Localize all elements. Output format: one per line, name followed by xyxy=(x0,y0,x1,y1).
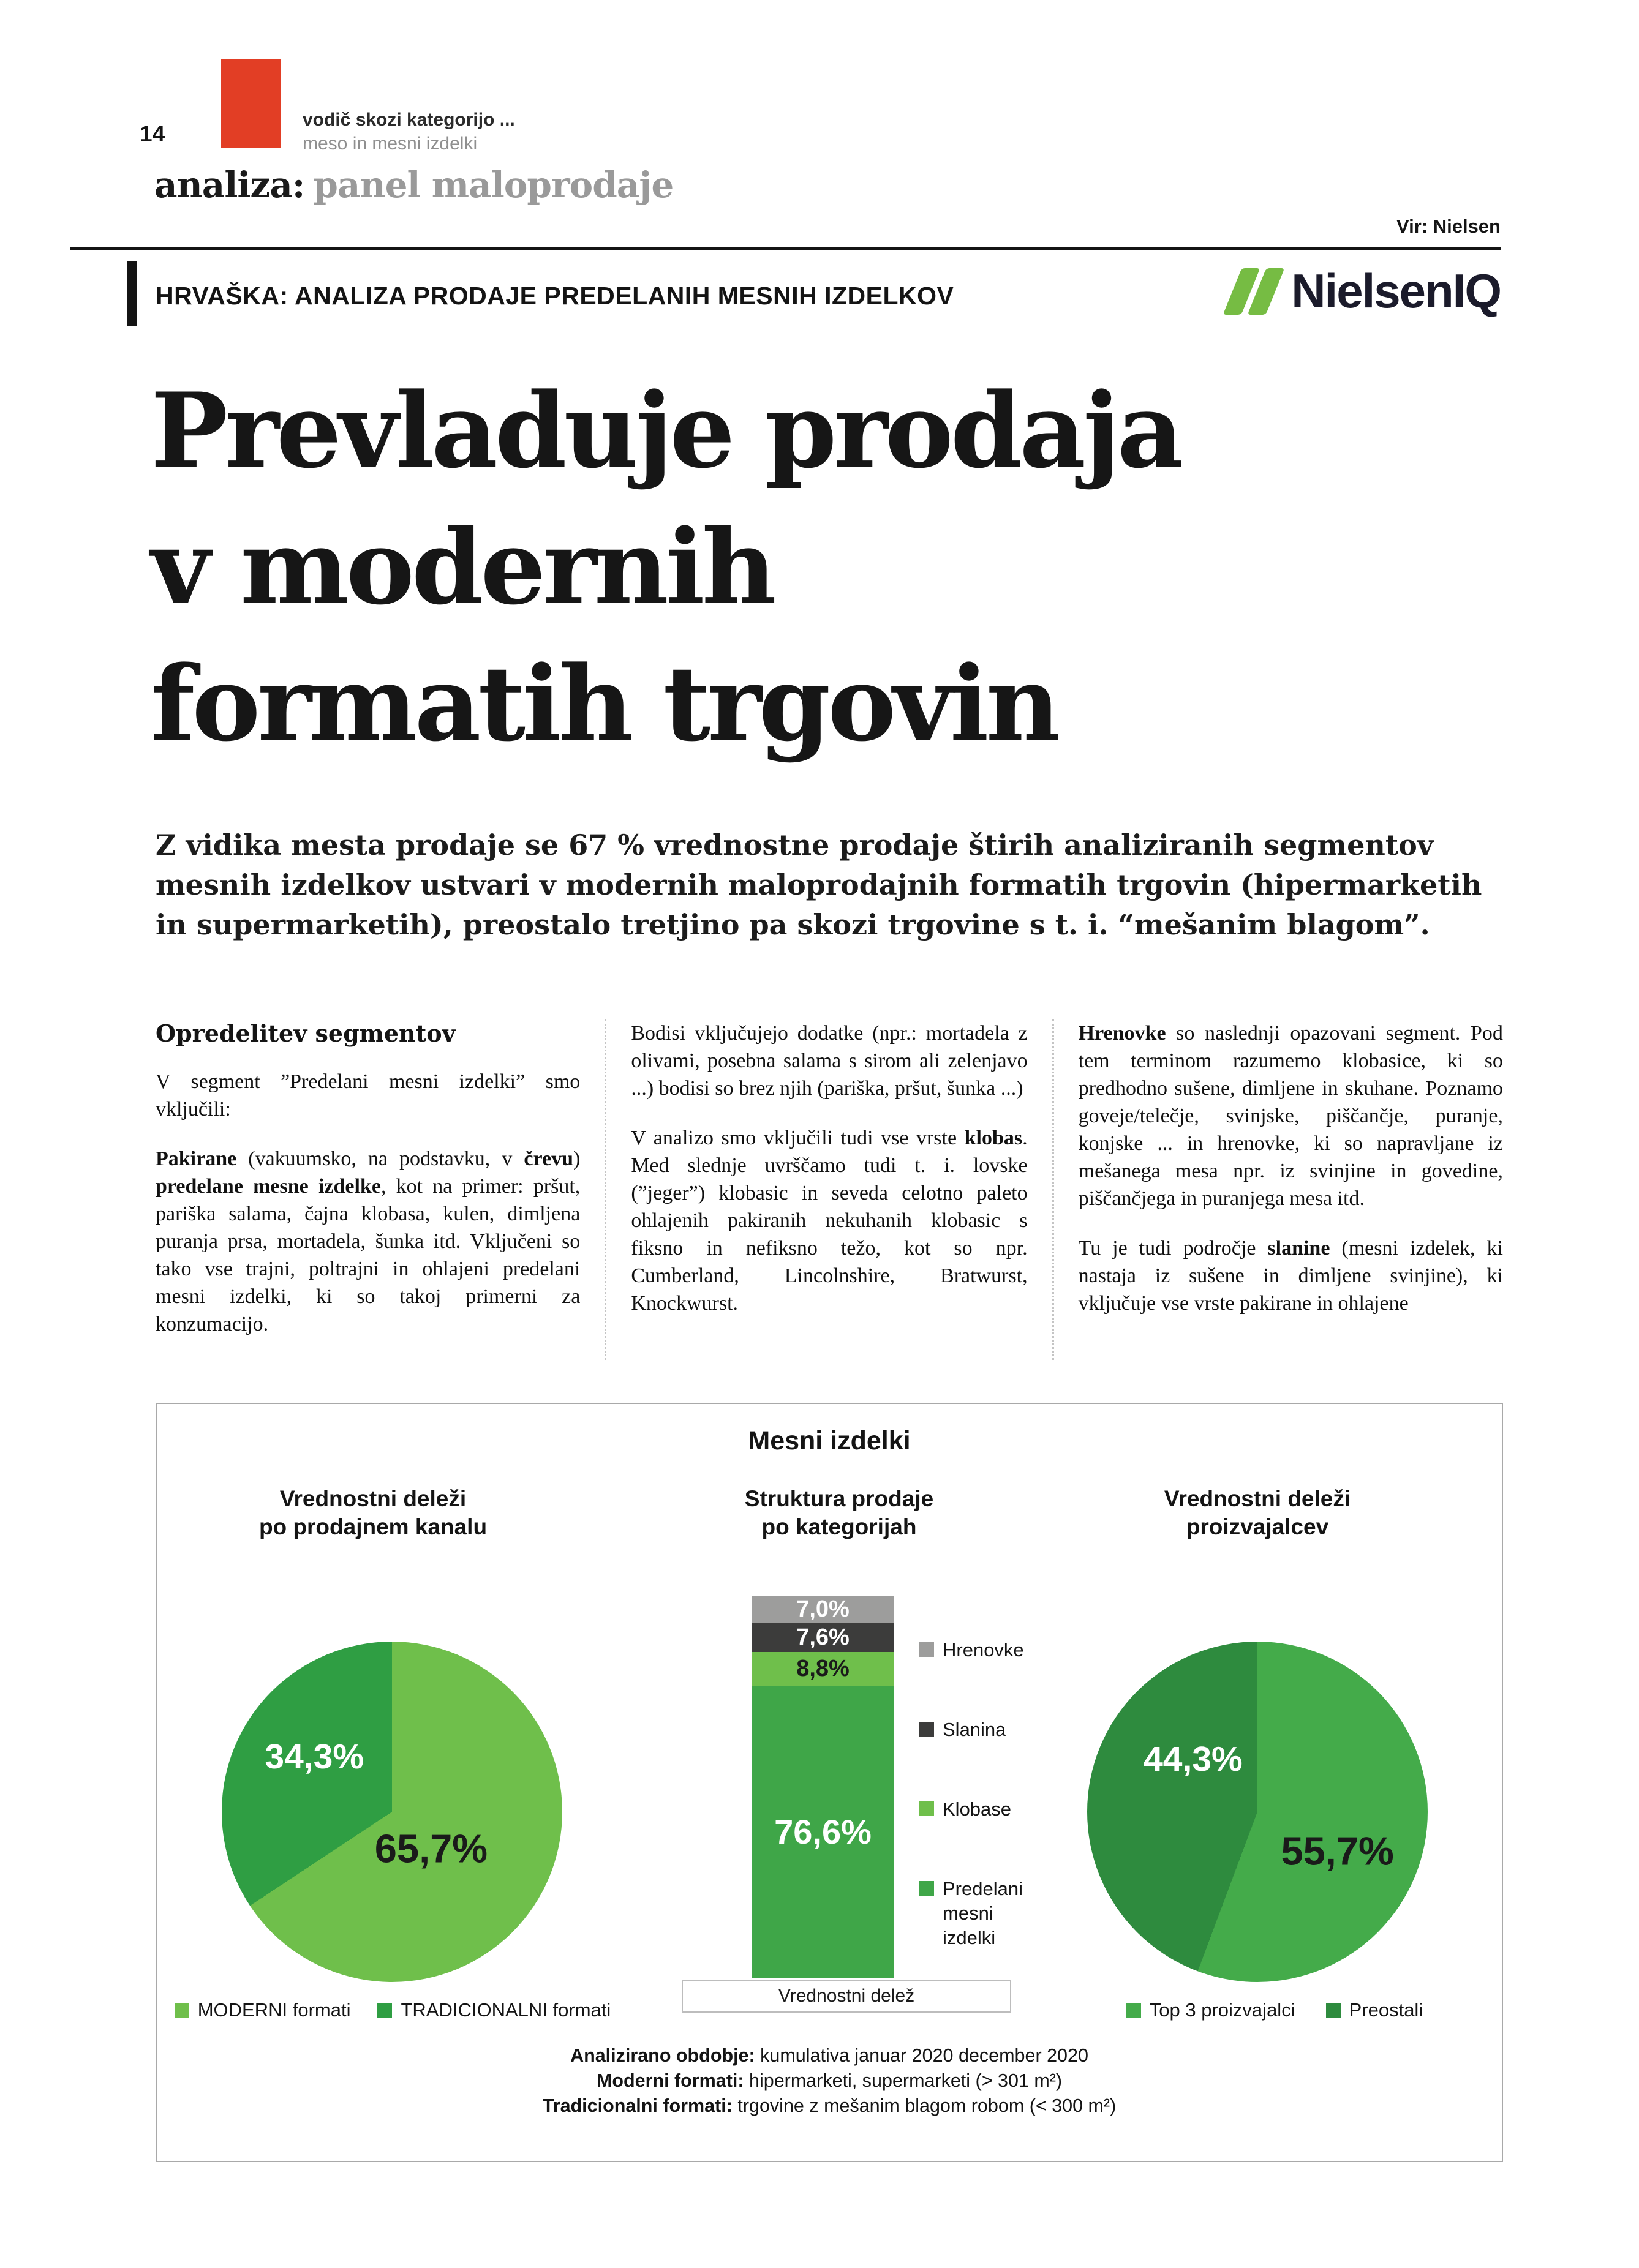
nielseniq-logo-text: NielsenIQ xyxy=(1291,264,1502,318)
footnote-period: Analizirano obdobje: kumulativa januar 2… xyxy=(570,2045,1088,2066)
channel-pie-label-modern: 65,7% xyxy=(374,1826,488,1871)
producers-pie-chart: 44,3% 55,7% xyxy=(1087,1642,1428,1982)
headline-line3: formatih trgovin xyxy=(151,643,1061,764)
legend-item-slanina: Slanina xyxy=(919,1718,1042,1742)
legend-item-klobase: Klobase xyxy=(919,1797,1042,1822)
legend-swatch-preostali xyxy=(1325,2003,1341,2018)
column-1-paragraph-2: Pakirane (vakuumsko, na podstavku, v čre… xyxy=(156,1147,581,1335)
category-legend: Hrenovke Slanina Klobase Predelani mesni… xyxy=(919,1638,1042,1950)
brand-red-square xyxy=(221,59,281,148)
legend-swatch-moderni xyxy=(174,2003,189,2018)
nielseniq-logo: NielsenIQ xyxy=(1223,263,1502,319)
legend-swatch-top3 xyxy=(1126,2003,1141,2018)
channel-legend: MODERNI formati TRADICIONALNI formati xyxy=(157,1999,628,2021)
producers-pie-label-preostali: 44,3% xyxy=(1144,1739,1243,1779)
strapline-bar xyxy=(127,261,137,326)
column-2: Bodisi vključujejo dodatke (npr.: mortad… xyxy=(605,1019,1054,1360)
column-2-paragraph-2: V analizo smo vključili tudi vse vrste k… xyxy=(631,1127,1028,1315)
legend-swatch-klobase xyxy=(919,1801,934,1816)
footnote-traditional: Tradicionalni formati: trgovine z mešani… xyxy=(542,2095,1117,2116)
channel-pie-label-traditional: 34,3% xyxy=(265,1737,364,1776)
bar-x-axis-label: Vrednostni delež xyxy=(682,1980,1011,2013)
column-3-paragraph-2: Tu je tudi področje slanine (mesni izdel… xyxy=(1078,1237,1503,1315)
legend-item-moderni: MODERNI formati xyxy=(174,1999,350,2021)
page-number: 14 xyxy=(140,121,165,146)
legend-swatch-slanina xyxy=(919,1722,934,1737)
source-credit: Vir: Nielsen xyxy=(1396,216,1501,237)
legend-item-predelani: Predelani mesni izdelki xyxy=(919,1877,1042,1950)
legend-item-hrenovke: Hrenovke xyxy=(919,1638,1042,1662)
chart-panel: Mesni izdelki Vrednostni deleži po proda… xyxy=(156,1403,1503,2162)
bar-segment-value: 8,8% xyxy=(796,1655,850,1681)
chart-panel-title: Mesni izdelki xyxy=(748,1426,911,1455)
column-1-heading: Opredelitev segmentov xyxy=(156,1019,456,1047)
producers-chart-title: Vrednostni deleži proizvajalcev xyxy=(1164,1486,1351,1539)
chart-footnotes: Analizirano obdobje: kumulativa januar 2… xyxy=(157,2043,1502,2119)
bar-segment-hrenovke: 7,0% xyxy=(752,1596,894,1623)
kicker-line2: meso in mesni izdelki xyxy=(303,133,478,154)
intro-paragraph: Z vidika mesta prodaje se 67 % vrednostn… xyxy=(156,828,1482,941)
section-title-black: analiza: xyxy=(154,164,305,206)
section-title: analiza: panel maloprodaje xyxy=(154,164,674,206)
body-columns: Opredelitev segmentov V segment ”Predela… xyxy=(156,1019,1503,1360)
bar-segment-predelani-mesni-izdelki: 76,6% xyxy=(752,1685,894,1978)
headline-line2: v modernih xyxy=(151,506,777,628)
bar-segment-klobase: 8,8% xyxy=(752,1651,894,1686)
strapline: HRVAŠKA: ANALIZA PRODAJE PREDELANIH MESN… xyxy=(156,282,954,310)
nielseniq-chevron-icon xyxy=(1223,268,1285,315)
channel-pie-chart: 34,3% 65,7% xyxy=(222,1642,562,1982)
bar-segment-value: 76,6% xyxy=(774,1812,872,1851)
producers-legend: Top 3 proizvajalci Preostali xyxy=(1045,1999,1504,2021)
kicker: vodič skozi kategorijo ... meso in mesni… xyxy=(303,108,515,156)
footnote-modern: Moderni formati: hipermarketi, supermark… xyxy=(596,2070,1063,2091)
section-title-gray: panel maloprodaje xyxy=(313,164,674,206)
bar-segment-value: 7,6% xyxy=(796,1624,850,1650)
legend-swatch-predelani xyxy=(919,1881,934,1896)
legend-item-preostali: Preostali xyxy=(1325,1999,1423,2021)
channel-chart-title: Vrednostni deleži po prodajnem kanalu xyxy=(258,1486,488,1539)
kicker-line1: vodič skozi kategorijo ... xyxy=(303,110,515,130)
producers-pie-label-top3: 55,7% xyxy=(1281,1828,1394,1874)
legend-item-tradicionalni: TRADICIONALNI formati xyxy=(377,1999,611,2021)
bar-segment-value: 7,0% xyxy=(796,1596,850,1623)
column-3: Hrenovke so naslednji opazovani segment.… xyxy=(1054,1019,1503,1360)
headline: Prevladuje prodaja v modernih formatih t… xyxy=(151,362,1184,772)
bar-segment-slanina: 7,6% xyxy=(752,1623,894,1652)
category-stacked-bar: 7,0% 7,6% 8,8% 76,6% xyxy=(752,1596,894,1978)
header-rule xyxy=(70,247,1501,250)
column-1: Opredelitev segmentov V segment ”Predela… xyxy=(156,1019,605,1360)
legend-swatch-tradicionalni xyxy=(377,2003,393,2018)
legend-item-top3: Top 3 proizvajalci xyxy=(1126,1999,1295,2021)
category-chart-title: Struktura prodaje po kategorijah xyxy=(744,1486,934,1539)
headline-line1: Prevladuje prodaja xyxy=(151,370,1184,491)
column-2-paragraph-1: Bodisi vključujejo dodatke (npr.: mortad… xyxy=(631,1022,1028,1100)
legend-swatch-hrenovke xyxy=(919,1642,934,1657)
column-1-paragraph-1: V segment ”Predelani mesni izdelki” smo … xyxy=(156,1070,581,1121)
column-3-paragraph-1: Hrenovke so naslednji opazovani segment.… xyxy=(1078,1022,1503,1210)
